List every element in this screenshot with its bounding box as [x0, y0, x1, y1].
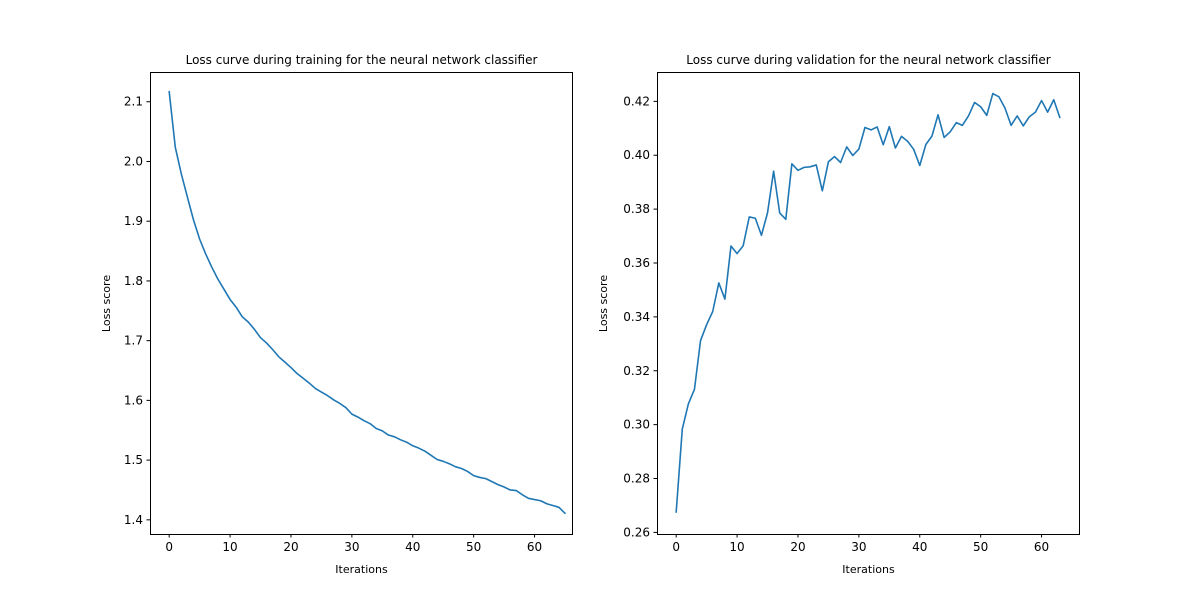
- chart-title: Loss curve during training for the neura…: [186, 53, 538, 67]
- y-tick-label: 0.40: [623, 148, 650, 162]
- plot-frame: [657, 72, 1080, 535]
- y-tick-label: 0.42: [623, 94, 650, 108]
- x-tick-label: 50: [973, 540, 988, 554]
- y-axis-ticks: 0.26 0.28 0.30 0.32 0.34 0.36 0.38 0.40 0.42: [623, 94, 657, 539]
- x-axis-label: Iterations: [335, 563, 388, 576]
- y-tick-label: 0.30: [623, 418, 650, 432]
- x-tick-label: 30: [851, 540, 866, 554]
- y-axis-ticks: 1.4 1.5 1.6 1.7 1.8 1.9 2.0 2.1: [124, 95, 150, 527]
- x-axis-ticks: 0 10 20 30 40 50 60: [165, 534, 542, 554]
- x-tick-label: 50: [466, 540, 481, 554]
- x-tick-label: 20: [790, 540, 805, 554]
- x-tick-label: 20: [283, 540, 298, 554]
- x-tick-label: 0: [165, 540, 173, 554]
- x-axis-label: Iterations: [842, 563, 895, 576]
- y-tick-label: 1.9: [124, 214, 143, 228]
- x-tick-label: 0: [672, 540, 680, 554]
- x-tick-label: 60: [527, 540, 542, 554]
- chart-title: Loss curve during validation for the neu…: [686, 53, 1050, 67]
- x-tick-label: 40: [405, 540, 420, 554]
- x-tick-label: 10: [222, 540, 237, 554]
- x-tick-label: 10: [729, 540, 744, 554]
- y-tick-label: 0.26: [623, 525, 650, 539]
- x-tick-label: 40: [912, 540, 927, 554]
- training-loss-line: [168, 90, 566, 515]
- y-tick-label: 1.6: [124, 393, 143, 407]
- training-loss-chart: Loss curve during training for the neura…: [100, 53, 573, 576]
- y-axis-label: Loss score: [100, 275, 113, 332]
- y-tick-label: 1.5: [124, 453, 143, 467]
- x-axis-ticks: 0 10 20 30 40 50 60: [672, 534, 1049, 554]
- y-tick-label: 0.38: [623, 202, 650, 216]
- y-tick-label: 2.0: [124, 154, 143, 168]
- y-tick-label: 0.34: [623, 310, 650, 324]
- y-tick-label: 1.7: [124, 334, 143, 348]
- y-tick-label: 1.4: [124, 513, 143, 527]
- plot-frame: [150, 72, 573, 535]
- y-tick-label: 0.28: [623, 472, 650, 486]
- validation-loss-line: [675, 92, 1061, 513]
- x-tick-label: 30: [344, 540, 359, 554]
- validation-loss-chart: Loss curve during validation for the neu…: [597, 53, 1080, 576]
- y-tick-label: 0.36: [623, 256, 650, 270]
- y-tick-label: 0.32: [623, 364, 650, 378]
- y-axis-label: Loss score: [597, 275, 610, 332]
- y-tick-label: 1.8: [124, 274, 143, 288]
- x-tick-label: 60: [1034, 540, 1049, 554]
- y-tick-label: 2.1: [124, 95, 143, 109]
